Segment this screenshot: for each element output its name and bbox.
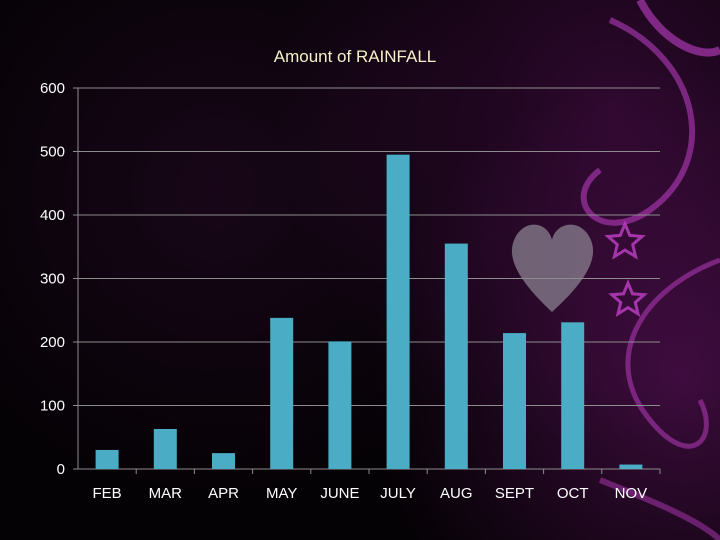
x-tick-label: NOV [615,485,648,502]
swirl-icon [625,257,720,449]
swirl-icon [598,477,720,540]
x-tick-label: AUG [440,485,473,502]
bar-feb [95,449,119,469]
y-tick-label: 200 [40,334,65,351]
bar-nov [619,464,643,469]
star-icon [608,279,648,317]
bar-sept [503,333,526,469]
x-tick-label: JULY [380,485,416,502]
bar-apr [212,453,235,469]
swirl-icon [636,0,720,57]
x-tick-label: JUNE [320,485,359,502]
y-tick-label: 600 [40,80,65,97]
x-tick-label: OCT [557,485,589,502]
y-tick-label: 300 [40,271,65,288]
bar-may [270,317,294,469]
heart-icon [511,224,594,312]
x-tick-label: APR [208,485,239,502]
x-tick-label: MAY [266,485,297,502]
y-tick-label: 0 [57,461,65,478]
y-tick-label: 100 [40,398,65,415]
bar-oct [561,322,585,469]
bar-july [386,154,410,470]
x-tick-label: FEB [93,485,122,502]
x-tick-label: SEPT [495,485,534,502]
star-icon [604,220,646,260]
x-tick-label: MAR [149,485,183,502]
y-tick-label: 400 [40,207,65,224]
bar-aug [444,243,468,469]
chart-title: Amount of RAINFALL [274,47,437,66]
swirl-icon [580,17,696,226]
bar-mar [153,428,177,469]
bar-june [328,341,352,469]
y-tick-label: 500 [40,144,65,161]
